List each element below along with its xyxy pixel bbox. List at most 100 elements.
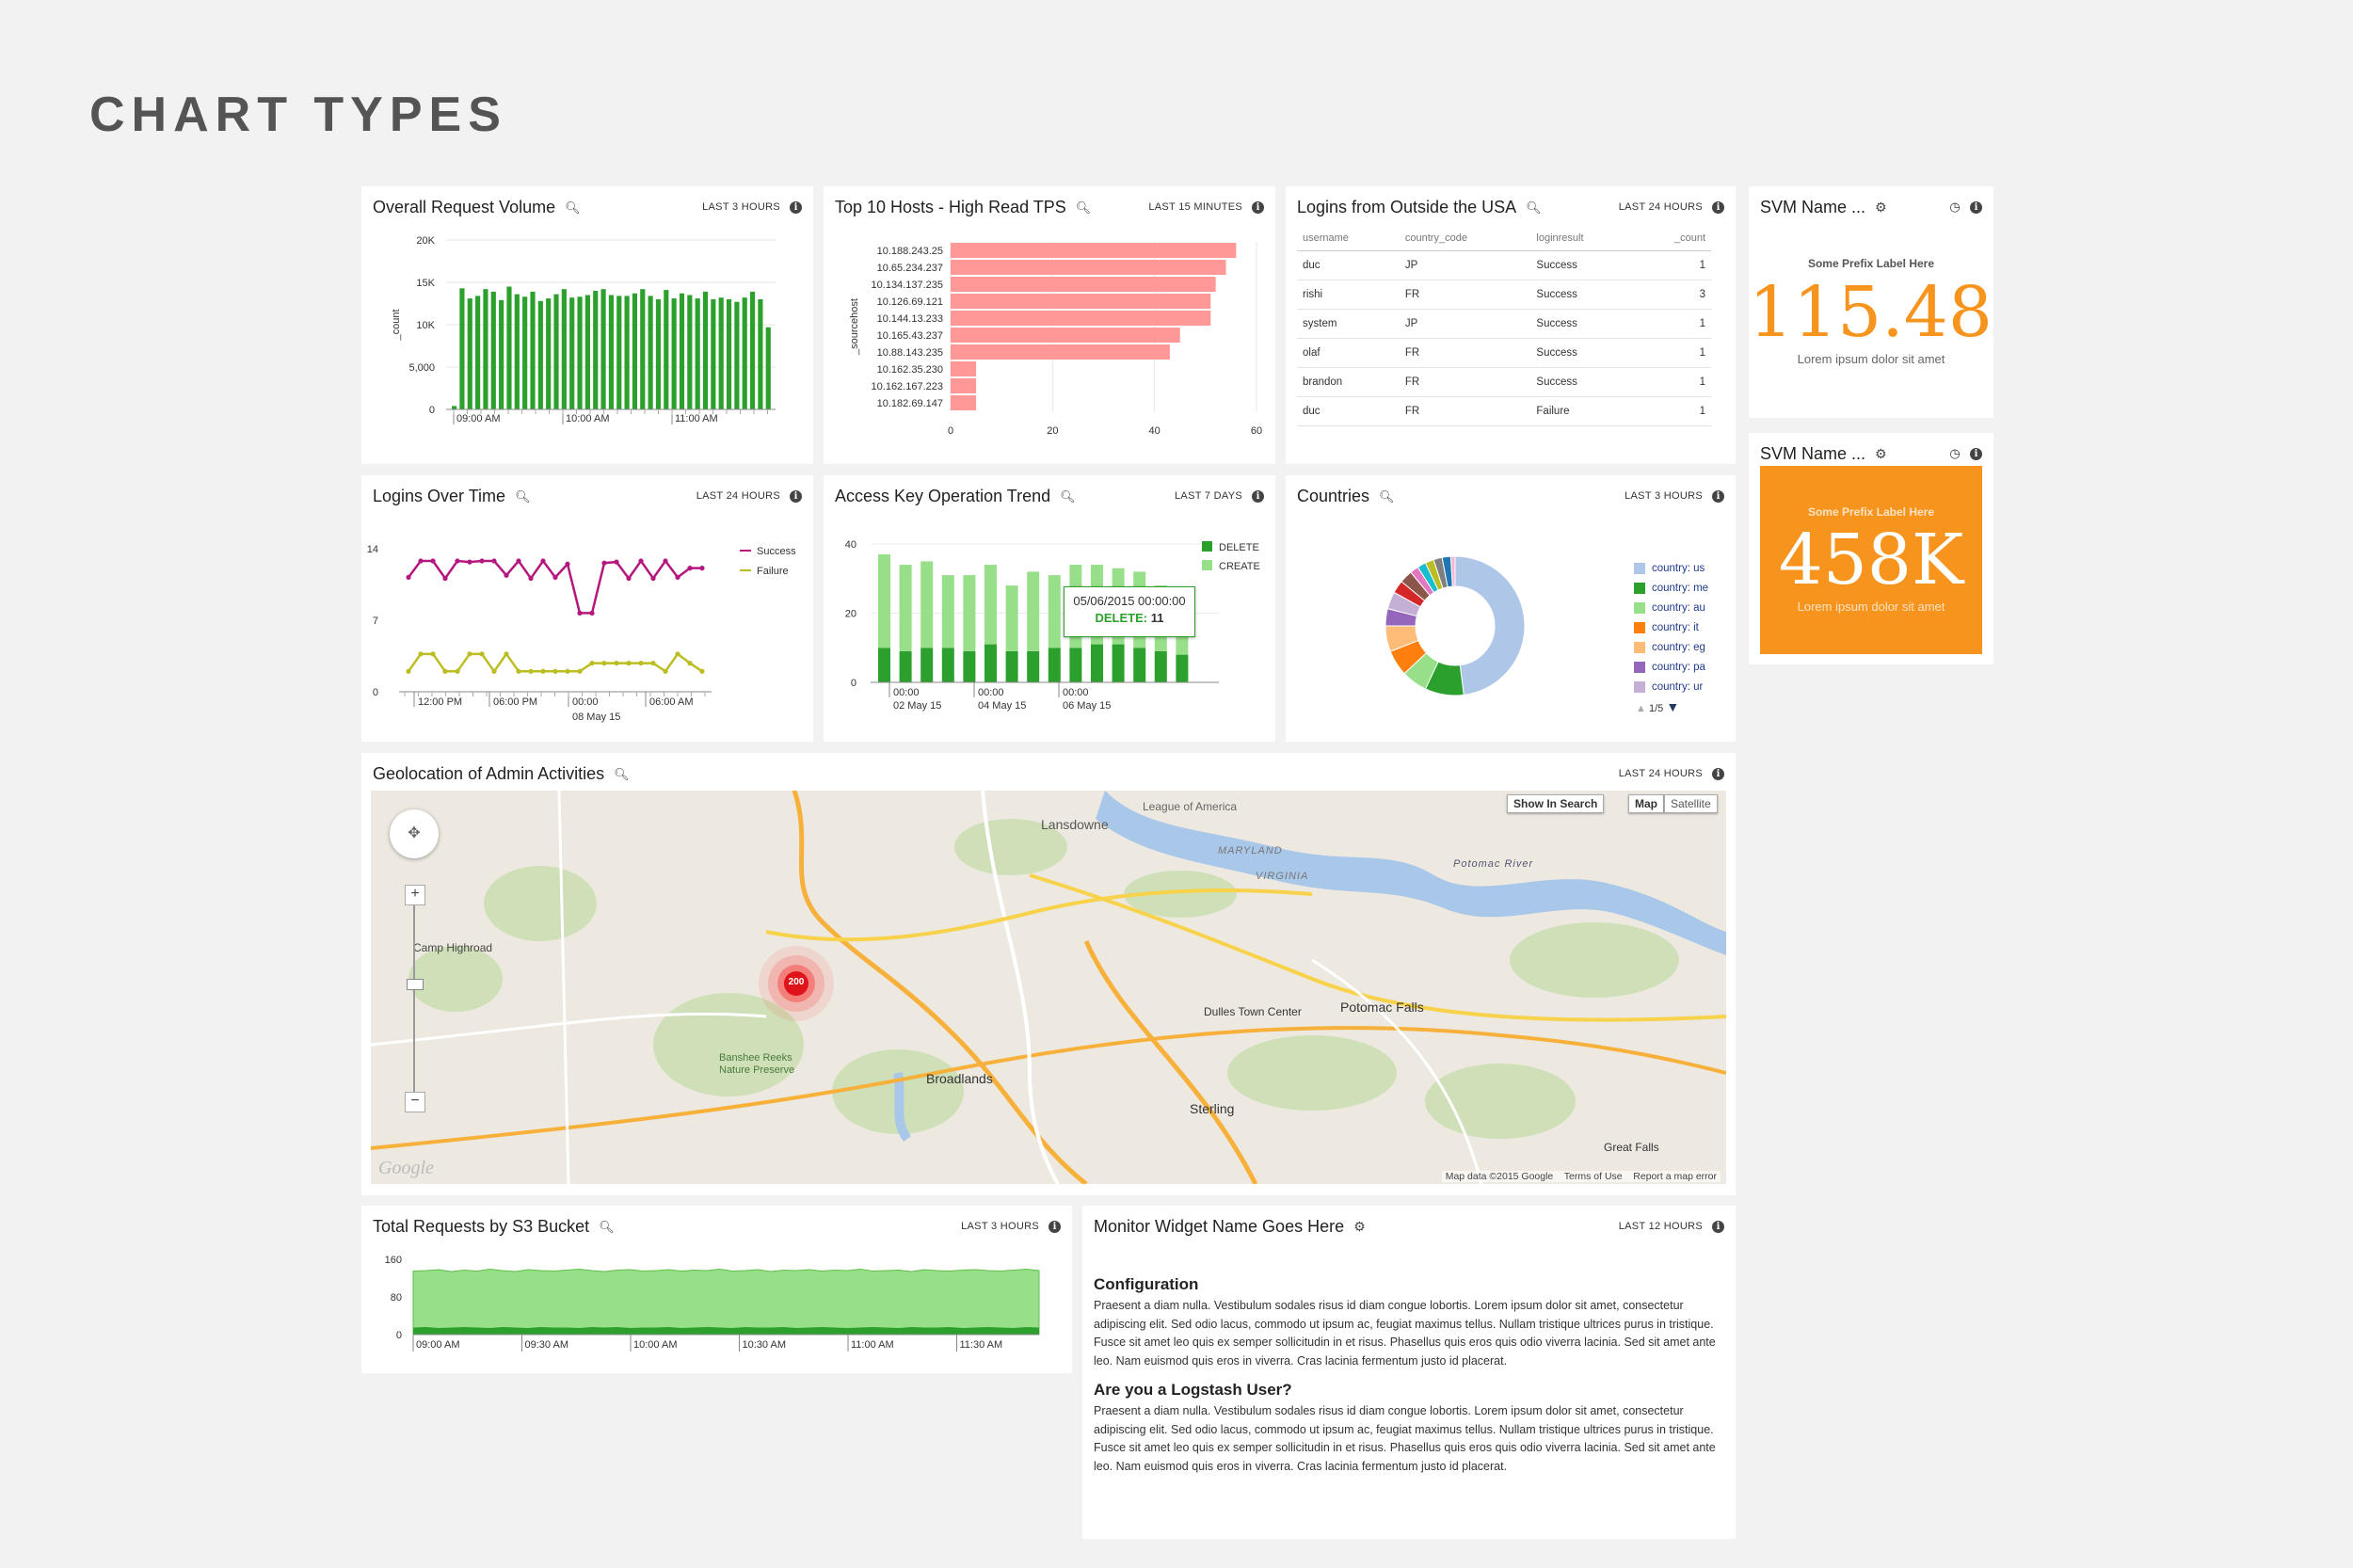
- legend-item[interactable]: country: au: [1634, 598, 1736, 617]
- info-icon[interactable]: i: [1252, 200, 1264, 214]
- request-volume-chart: 0 5,000 10K 15K 20K _count 09:00 AM 10:00 AM 11:…: [391, 235, 776, 424]
- map-type-satellite-button[interactable]: Satellite: [1664, 794, 1718, 813]
- data-point: [614, 559, 619, 565]
- zoom-icon[interactable]: 🔍︎: [1379, 488, 1395, 504]
- column-header[interactable]: loginresult: [1530, 226, 1636, 251]
- map-place-label: MARYLAND: [1218, 845, 1283, 856]
- legend-label: country: pa: [1652, 661, 1705, 673]
- map-viewport[interactable]: 200 Lansdowne League of America Camp Highr…: [371, 791, 1726, 1184]
- terms-link[interactable]: Terms of Use: [1563, 1171, 1623, 1182]
- info-icon[interactable]: i: [1712, 1220, 1724, 1233]
- y-tick-label: 5,000: [408, 362, 435, 374]
- bar-create: [984, 565, 997, 645]
- metric-description: Lorem ipsum dolor sit amet: [1797, 352, 1945, 366]
- zoom-out-button[interactable]: −: [405, 1092, 425, 1112]
- table-cell: Success: [1530, 280, 1636, 310]
- table-row[interactable]: duc FR Failure 1: [1297, 396, 1711, 426]
- report-link[interactable]: Report a map error: [1633, 1171, 1717, 1182]
- column-header[interactable]: country_code: [1399, 226, 1531, 251]
- time-range[interactable]: LAST 15 MINUTES: [1148, 201, 1242, 213]
- data-point: [540, 558, 546, 564]
- zoom-in-button[interactable]: +: [405, 885, 425, 905]
- table-row[interactable]: rishi FR Success 3: [1297, 280, 1711, 310]
- table-row[interactable]: system JP Success 1: [1297, 309, 1711, 339]
- time-range[interactable]: LAST 24 HOURS: [1618, 201, 1703, 213]
- show-in-search-button[interactable]: Show In Search: [1507, 794, 1605, 813]
- info-icon[interactable]: i: [1712, 489, 1724, 503]
- data-point: [638, 558, 644, 564]
- y-tick-label: 10.65.234.237: [877, 263, 943, 274]
- pager-down-icon[interactable]: ▼: [1666, 699, 1680, 714]
- gear-icon[interactable]: ⚙: [1875, 199, 1887, 215]
- time-range[interactable]: LAST 3 HOURS: [702, 201, 780, 213]
- legend-item[interactable]: country: pa: [1634, 657, 1736, 677]
- y-tick-label: 7: [373, 616, 378, 627]
- bar: [726, 299, 732, 409]
- y-tick-label: 0: [429, 405, 435, 416]
- logins-table: username country_code loginresult _count du…: [1297, 226, 1711, 426]
- donut-legend: country: us country: me country: au country…: [1634, 558, 1736, 696]
- clock-icon[interactable]: ◷: [1949, 200, 1961, 214]
- x-tick-label: 00:00: [1063, 687, 1089, 698]
- bar: [951, 260, 1226, 275]
- legend-item[interactable]: country: us: [1634, 558, 1736, 578]
- time-range[interactable]: LAST 3 HOURS: [961, 1221, 1039, 1232]
- legend-item[interactable]: country: ur: [1634, 677, 1736, 696]
- info-icon[interactable]: i: [1712, 200, 1724, 214]
- bar: [624, 296, 630, 409]
- zoom-icon[interactable]: 🔍︎: [599, 1219, 615, 1234]
- zoom-icon[interactable]: 🔍︎: [515, 488, 531, 504]
- clock-icon[interactable]: ◷: [1949, 446, 1961, 460]
- bar: [758, 299, 763, 409]
- data-point: [516, 558, 521, 564]
- bar: [671, 298, 677, 409]
- x-tick-label: 11:30 AM: [960, 1339, 1003, 1351]
- data-point: [687, 566, 693, 571]
- table-row[interactable]: duc JP Success 1: [1297, 250, 1711, 280]
- column-header[interactable]: username: [1297, 226, 1400, 251]
- time-range[interactable]: LAST 12 HOURS: [1618, 1221, 1703, 1232]
- table-row[interactable]: olaf FR Success 1: [1297, 338, 1711, 368]
- info-icon[interactable]: i: [790, 200, 802, 214]
- column-header[interactable]: _count: [1635, 226, 1711, 251]
- info-icon[interactable]: i: [1970, 200, 1982, 214]
- time-range[interactable]: LAST 3 HOURS: [1625, 490, 1703, 502]
- map-attribution: Map data ©2015 Google Terms of Use Repor…: [1441, 1171, 1721, 1182]
- card-title: Monitor Widget Name Goes Here: [1094, 1216, 1345, 1236]
- metric-prefix-label: Some Prefix Label Here: [1807, 257, 1935, 270]
- map-place-label: Camp Highroad: [413, 941, 493, 954]
- zoom-icon[interactable]: 🔍︎: [1075, 200, 1092, 215]
- time-range[interactable]: LAST 7 DAYS: [1175, 490, 1242, 502]
- map-type-map-button[interactable]: Map: [1628, 794, 1664, 813]
- svm-metric-card-highlight: SVM Name ... ⚙ ◷ i Some Prefix Label Her…: [1749, 433, 1993, 664]
- time-range[interactable]: LAST 24 HOURS: [696, 490, 780, 502]
- gear-icon[interactable]: ⚙: [1353, 1218, 1366, 1234]
- time-range[interactable]: LAST 24 HOURS: [1618, 768, 1703, 779]
- legend-item[interactable]: country: it: [1634, 617, 1736, 637]
- bar: [608, 295, 615, 409]
- zoom-slider-handle[interactable]: [407, 979, 424, 990]
- info-icon[interactable]: i: [1048, 1220, 1061, 1233]
- zoom-icon[interactable]: 🔍︎: [1526, 200, 1542, 215]
- zoom-slider-track[interactable]: [413, 890, 415, 1107]
- map-cluster-count[interactable]: 200: [788, 977, 805, 987]
- map-pan-control[interactable]: ✥: [390, 809, 439, 858]
- legend-swatch: [1634, 582, 1645, 594]
- legend-label: country: it: [1652, 621, 1699, 633]
- zoom-icon[interactable]: 🔍︎: [565, 200, 581, 215]
- info-icon[interactable]: i: [1970, 447, 1982, 460]
- zoom-icon[interactable]: 🔍︎: [614, 766, 630, 781]
- legend-item[interactable]: country: me: [1634, 578, 1736, 598]
- info-icon[interactable]: i: [790, 489, 802, 503]
- gear-icon[interactable]: ⚙: [1875, 445, 1887, 461]
- map-place-label: VIRGINIA: [1256, 871, 1309, 882]
- pager-up-icon[interactable]: ▲: [1636, 703, 1646, 714]
- legend-item[interactable]: country: eg: [1634, 637, 1736, 657]
- zoom-icon[interactable]: 🔍︎: [1060, 488, 1076, 504]
- table-row[interactable]: brandon FR Success 1: [1297, 367, 1711, 397]
- info-icon[interactable]: i: [1252, 489, 1264, 503]
- data-point: [455, 558, 460, 564]
- info-icon[interactable]: i: [1712, 767, 1724, 780]
- bar: [546, 298, 552, 409]
- access-key-chart: 0 20 40 00:00 02 May 15 00:00 04 May 15 00:00 06…: [845, 539, 1260, 712]
